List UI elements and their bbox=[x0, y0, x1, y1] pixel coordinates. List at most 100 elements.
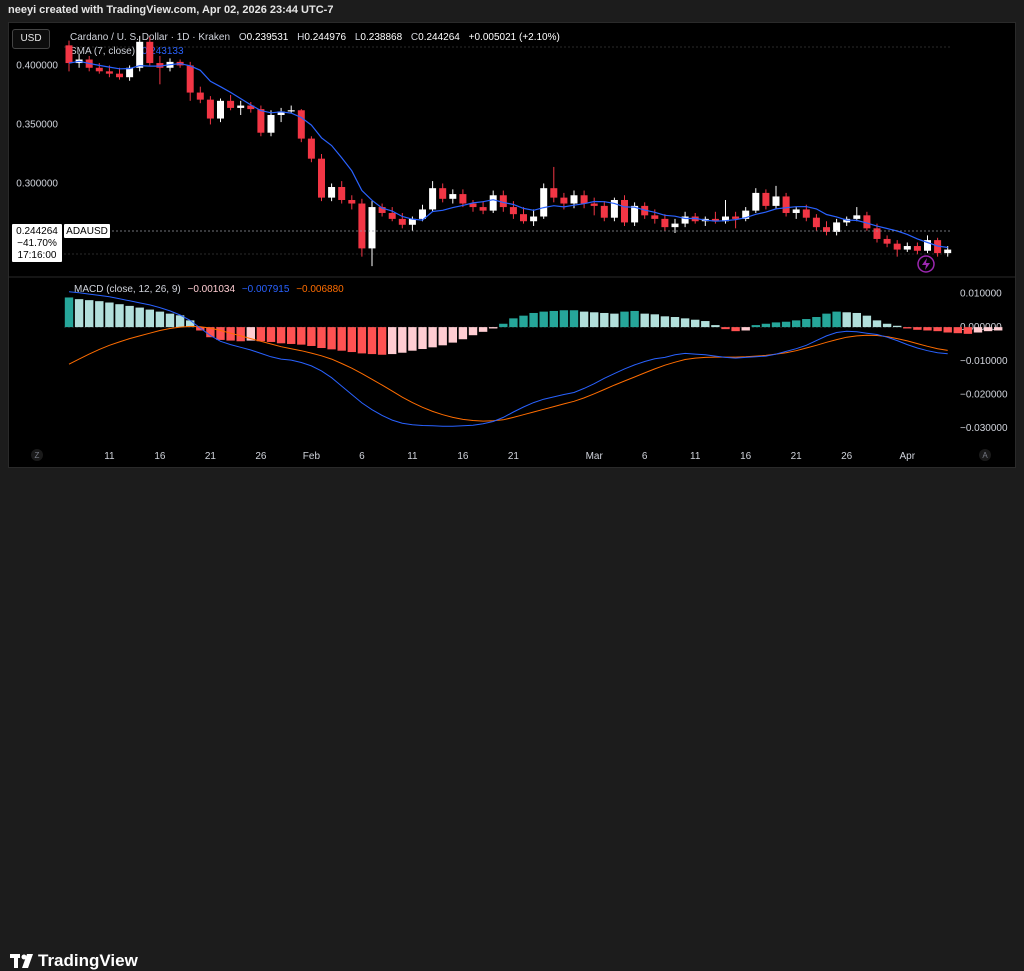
zoom-z-icon[interactable]: Z bbox=[31, 449, 43, 461]
macd-hist-bar bbox=[398, 327, 407, 353]
macd-hist-bar bbox=[963, 327, 973, 334]
price-badge-price: 0.244264 bbox=[16, 226, 58, 237]
macd-hist-bar bbox=[670, 317, 680, 328]
price-badge bbox=[12, 224, 62, 262]
candle-body bbox=[126, 67, 134, 78]
legend-open: 0.239531 bbox=[247, 32, 289, 43]
macd-hist-bar bbox=[448, 327, 457, 343]
time-tick-label: 11 bbox=[407, 451, 418, 462]
macd-hist-bar bbox=[105, 302, 114, 328]
candle-body bbox=[419, 209, 426, 219]
legend-sma-label: SMA (7, close) bbox=[70, 46, 135, 57]
time-tick-label: 16 bbox=[457, 451, 469, 462]
macd-hist-bar bbox=[276, 327, 286, 344]
candle-body bbox=[711, 218, 719, 222]
macd-hist-bar bbox=[792, 320, 801, 328]
macd-hist-bar bbox=[802, 319, 811, 328]
macd-hist-bar bbox=[85, 300, 94, 328]
macd-line bbox=[68, 291, 948, 427]
candle-body bbox=[509, 207, 517, 215]
macd-hist-bar bbox=[660, 316, 670, 328]
candle-body bbox=[429, 188, 437, 210]
macd-hist-bar bbox=[832, 311, 841, 328]
candle-body bbox=[762, 192, 770, 206]
candle-body bbox=[580, 195, 588, 204]
candle-body bbox=[853, 215, 861, 219]
macd-hist-bar bbox=[347, 327, 356, 353]
candle-body bbox=[540, 188, 548, 217]
macd-hist-bar bbox=[923, 327, 932, 331]
candle-body bbox=[772, 196, 780, 206]
macd-hist-bar bbox=[458, 327, 468, 340]
candle-body bbox=[883, 238, 891, 244]
candle-body bbox=[621, 199, 628, 223]
candle-body bbox=[661, 218, 669, 228]
macd-hist-bar bbox=[893, 325, 902, 328]
candle-body bbox=[903, 246, 911, 250]
chart-panel[interactable] bbox=[8, 22, 1016, 468]
candle-body bbox=[358, 203, 366, 249]
time-tick-label: Apr bbox=[900, 451, 916, 462]
macd-hist-bar bbox=[771, 322, 781, 328]
macd-hist-bar bbox=[630, 310, 639, 328]
candle-body bbox=[913, 246, 921, 251]
macd-hist-bar bbox=[509, 318, 518, 328]
macd-hist-bar bbox=[216, 327, 225, 340]
candle-body bbox=[267, 114, 275, 133]
macd-hist-bar bbox=[741, 327, 750, 331]
macd-hist-bar bbox=[145, 309, 154, 328]
currency-button[interactable]: USD bbox=[12, 29, 50, 49]
macd-hist-bar bbox=[499, 323, 508, 328]
candle-body bbox=[802, 209, 810, 218]
candle-body bbox=[489, 195, 497, 211]
candle-body bbox=[146, 41, 154, 64]
macd-hist-bar bbox=[903, 327, 912, 329]
time-tick-label: 21 bbox=[791, 451, 803, 462]
candle-body bbox=[449, 194, 457, 199]
candle-body bbox=[823, 227, 830, 232]
macd-hist-bar bbox=[206, 327, 215, 338]
legend-c-label: C bbox=[411, 32, 418, 43]
candle-body bbox=[318, 158, 325, 198]
macd-hist-bar bbox=[468, 327, 478, 336]
legend-symbol: Cardano / U. S. Dollar · 1D · Kraken O0.… bbox=[70, 32, 560, 43]
macd-legend-macd: −0.007915 bbox=[242, 284, 290, 295]
macd-hist-bar bbox=[872, 320, 882, 328]
lightning-icon[interactable] bbox=[917, 255, 935, 273]
macd-hist-bar bbox=[579, 311, 589, 328]
candle-body bbox=[833, 222, 841, 232]
macd-hist-bar bbox=[337, 327, 346, 351]
candle-body bbox=[277, 111, 285, 115]
candle-body bbox=[479, 207, 487, 211]
candle-body bbox=[873, 228, 881, 239]
macd-hist-bar bbox=[266, 327, 276, 342]
time-tick-label: 21 bbox=[508, 451, 520, 462]
legend-close: 0.244264 bbox=[418, 32, 460, 43]
candle-body bbox=[247, 105, 255, 110]
price-tick-label: 0.400000 bbox=[16, 60, 58, 71]
auto-scale-icon[interactable]: A bbox=[979, 449, 991, 461]
macd-hist-bar bbox=[64, 297, 74, 328]
candle-body bbox=[368, 207, 376, 249]
chart-svg[interactable]: Cardano / U. S. Dollar · 1D · Kraken O0.… bbox=[0, 0, 1024, 468]
candle-body bbox=[812, 217, 820, 228]
macd-hist-bar bbox=[155, 311, 165, 328]
candle-body bbox=[338, 187, 346, 200]
candle-body bbox=[408, 218, 416, 225]
candle-body bbox=[893, 243, 901, 250]
macd-hist-bar bbox=[165, 313, 175, 328]
macd-hist-bar bbox=[640, 313, 649, 328]
candle-body bbox=[196, 92, 204, 100]
macd-hist-bar bbox=[721, 327, 730, 330]
macd-hist-bar bbox=[529, 312, 538, 328]
macd-hist-bar bbox=[256, 327, 266, 342]
signal-line bbox=[68, 325, 948, 422]
candle-body bbox=[105, 71, 113, 74]
macd-hist-bar bbox=[74, 299, 84, 328]
footer: TradingView bbox=[0, 468, 1024, 970]
macd-hist-bar bbox=[953, 327, 962, 334]
candle-body bbox=[217, 100, 224, 119]
candle-body bbox=[742, 210, 750, 219]
tradingview-logo-icon bbox=[10, 954, 33, 968]
price-tick-label: 0.350000 bbox=[16, 119, 58, 130]
